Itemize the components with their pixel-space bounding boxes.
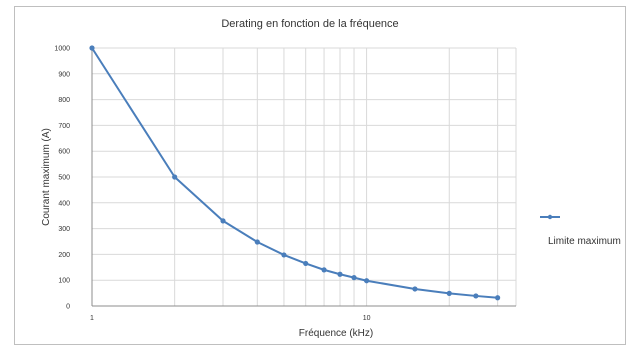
x-tick-label: 1 — [90, 315, 94, 322]
data-point — [321, 267, 327, 273]
y-tick-label: 1000 — [54, 46, 70, 53]
y-tick-label: 600 — [58, 149, 70, 156]
y-tick-label: 900 — [58, 71, 70, 78]
data-point — [220, 218, 226, 224]
data-point — [303, 260, 309, 267]
data-point — [281, 252, 287, 258]
legend-entry-limite-maximum: Limite maximum — [548, 236, 621, 247]
y-tick-label: 300 — [58, 226, 70, 233]
y-tick-label: 700 — [58, 123, 70, 130]
tick-labels: 0 100 200 300 400 500 600 700 800 900 1000 1 10 — [54, 46, 370, 323]
data-point — [172, 174, 178, 180]
y-tick-label: 100 — [58, 278, 70, 285]
chart-frame — [14, 6, 626, 345]
series — [89, 45, 501, 301]
series-line — [91, 47, 498, 299]
y-tick-label: 500 — [58, 175, 70, 182]
data-point — [495, 295, 501, 301]
y-tick-label: 800 — [58, 97, 70, 104]
y-axis-label: Courant maximum (A) — [41, 128, 52, 226]
axes — [91, 48, 516, 307]
data-point — [412, 286, 418, 292]
data-point — [351, 275, 357, 281]
y-tick-label: 400 — [58, 200, 70, 207]
grid — [91, 47, 517, 307]
x-tick-label: 10 — [363, 315, 371, 322]
data-point — [254, 239, 260, 245]
data-point — [363, 278, 370, 284]
y-tick-label: 200 — [58, 252, 70, 259]
x-axis-label: Fréquence (kHz) — [299, 328, 373, 339]
legend-point-marker — [547, 214, 553, 220]
chart-title: Derating en fonction de la fréquence — [221, 18, 398, 30]
legend: Limite maximum — [540, 214, 621, 247]
data-point — [473, 293, 479, 299]
data-point — [337, 271, 343, 277]
y-tick-label: 0 — [66, 304, 70, 311]
data-point — [446, 290, 452, 296]
data-point — [89, 45, 95, 51]
